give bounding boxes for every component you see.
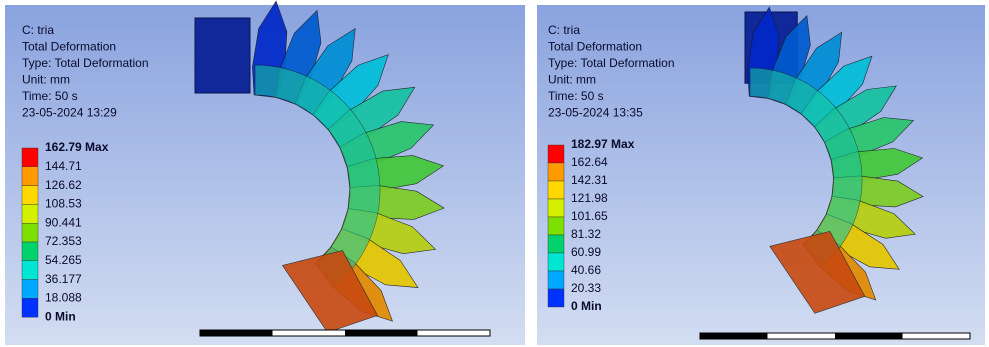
header-line: Total Deformation	[548, 40, 642, 54]
legend-label: 162.64	[571, 155, 608, 169]
legend-label: 126.62	[45, 178, 82, 192]
legend-label: 162.79 Max	[45, 140, 109, 154]
legend-swatch	[22, 223, 38, 242]
legend-label: 121.98	[571, 191, 608, 205]
header-line: Time: 50 s	[548, 89, 604, 103]
legend-swatch	[548, 271, 564, 289]
scale-bar-segment	[200, 330, 273, 336]
legend-swatch	[22, 280, 38, 299]
header-line: C: tria	[548, 23, 580, 37]
header-line: Unit: mm	[548, 73, 596, 87]
legend-swatch	[22, 298, 38, 317]
legend-swatch	[548, 289, 564, 307]
legend-swatch	[548, 253, 564, 271]
legend-label: 60.99	[571, 245, 601, 259]
header-line: Unit: mm	[22, 73, 70, 87]
scale-bar-segment	[835, 333, 903, 339]
legend-swatch	[548, 181, 564, 199]
legend-label: 101.65	[571, 209, 608, 223]
legend-swatch	[22, 242, 38, 261]
fixed-block	[195, 18, 250, 93]
header-line: Type: Total Deformation	[22, 56, 149, 70]
legend-label: 144.71	[45, 159, 82, 173]
legend-label: 0 Min	[45, 309, 76, 323]
legend-label: 18.088	[45, 291, 82, 305]
legend-swatch	[548, 217, 564, 235]
header-line: 23-05-2024 13:29	[22, 106, 117, 120]
legend-label: 36.177	[45, 272, 82, 286]
legend-swatch	[548, 163, 564, 181]
scale-bar-segment	[345, 330, 418, 336]
legend-label: 182.97 Max	[571, 137, 635, 151]
legend-swatch	[22, 148, 38, 167]
header-line: C: tria	[22, 23, 54, 37]
screenshot: C: tria Total Deformation Type: Total Defo…	[0, 0, 989, 347]
legend-label: 142.31	[571, 173, 608, 187]
legend-label: 81.32	[571, 227, 601, 241]
header-line: Time: 50 s	[22, 89, 78, 103]
legend-label: 72.353	[45, 234, 82, 248]
legend-swatch	[548, 145, 564, 163]
legend-label: 108.53	[45, 197, 82, 211]
legend-label: 20.33	[571, 281, 601, 295]
header-line: Type: Total Deformation	[548, 56, 675, 70]
legend-swatch	[22, 167, 38, 186]
legend-label: 54.265	[45, 253, 82, 267]
legend-label: 40.66	[571, 263, 601, 277]
header-line: Total Deformation	[22, 40, 116, 54]
legend-label: 90.441	[45, 215, 82, 229]
legend-swatch	[548, 199, 564, 217]
legend-label: 0 Min	[571, 299, 602, 313]
legend-swatch	[22, 204, 38, 223]
legend-swatch	[22, 261, 38, 280]
legend-swatch	[548, 235, 564, 253]
header-line: 23-05-2024 13:35	[548, 106, 643, 120]
scale-bar-segment	[700, 333, 768, 339]
legend-swatch	[22, 186, 38, 205]
